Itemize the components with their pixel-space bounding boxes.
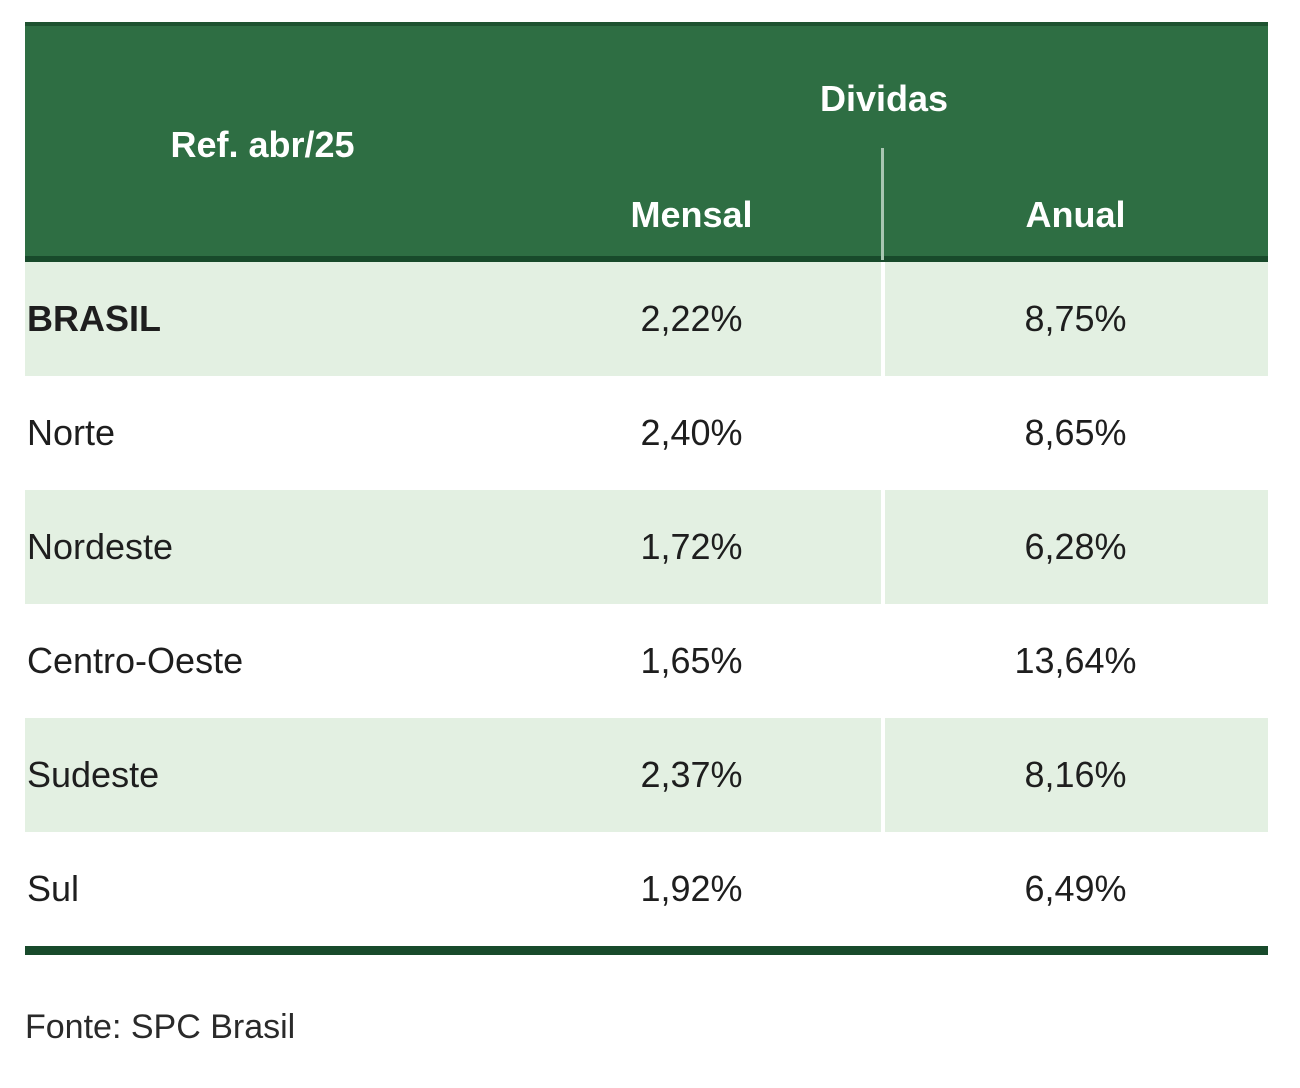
cell-anual: 8,65% — [1024, 412, 1127, 453]
row-label: Sudeste — [27, 754, 160, 795]
table-row: Norte 2,40% 8,65% — [25, 376, 1268, 490]
cell-anual: 13,64% — [1014, 640, 1137, 681]
row-label: Sul — [27, 868, 80, 909]
table-body: BRASIL 2,22% 8,75% Norte 2,40% 8,65% Nordeste 1… — [25, 262, 1268, 946]
cell-anual: 8,75% — [1024, 298, 1127, 339]
row-header-label: Ref. abr/25 — [170, 124, 355, 165]
table-row: Sul 1,92% 6,49% — [25, 832, 1268, 946]
header-divider — [881, 148, 884, 260]
table-row: Nordeste 1,72% 6,28% — [25, 490, 1268, 604]
cell-mensal: 2,37% — [640, 754, 743, 795]
cell-mensal: 2,40% — [640, 412, 743, 453]
source-note: Fonte: SPC Brasil — [25, 1008, 296, 1046]
row-label: Norte — [27, 412, 116, 453]
cell-anual: 8,16% — [1024, 754, 1127, 795]
group-header-label: Dividas — [819, 78, 949, 119]
table-row: Sudeste 2,37% 8,16% — [25, 718, 1268, 832]
table-row: BRASIL 2,22% 8,75% — [25, 262, 1268, 376]
cell-anual: 6,49% — [1024, 868, 1127, 909]
data-table: Ref. abr/25 Dividas Mensal Anual BRASIL 2… — [25, 22, 1268, 955]
row-label: Nordeste — [27, 526, 174, 567]
column-gap — [881, 718, 885, 832]
row-label: Centro-Oeste — [27, 640, 244, 681]
column-gap — [881, 262, 885, 376]
column-gap — [881, 490, 885, 604]
row-label: BRASIL — [27, 298, 161, 339]
cell-anual: 6,28% — [1024, 526, 1127, 567]
cell-mensal: 1,92% — [640, 868, 743, 909]
table-header: Ref. abr/25 Dividas Mensal Anual — [25, 22, 1268, 262]
column-header-mensal: Mensal — [630, 194, 753, 235]
cell-mensal: 1,65% — [640, 640, 743, 681]
table-row: Centro-Oeste 1,65% 13,64% — [25, 604, 1268, 718]
cell-mensal: 2,22% — [640, 298, 743, 339]
column-header-anual: Anual — [1025, 194, 1126, 235]
cell-mensal: 1,72% — [640, 526, 743, 567]
bottom-rule — [25, 946, 1268, 955]
